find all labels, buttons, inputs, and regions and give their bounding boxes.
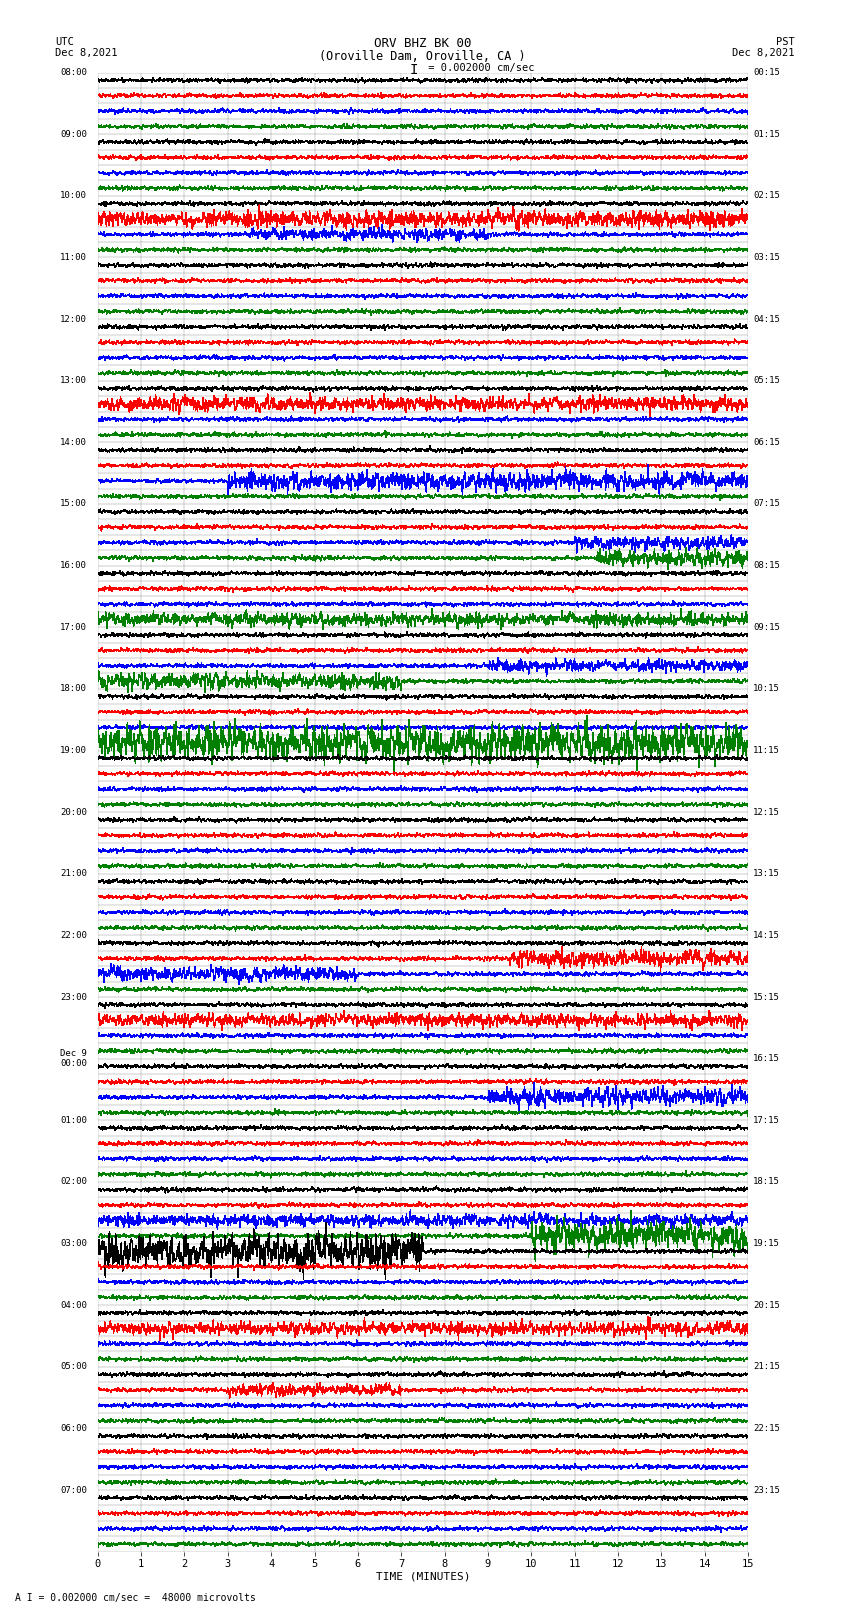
Text: Dec 8,2021: Dec 8,2021 [55, 48, 118, 58]
Text: 01:00: 01:00 [60, 1116, 87, 1124]
Text: 00:15: 00:15 [753, 68, 780, 77]
Text: 14:00: 14:00 [60, 437, 87, 447]
Text: 04:15: 04:15 [753, 315, 780, 324]
Text: 05:15: 05:15 [753, 376, 780, 386]
Text: 07:15: 07:15 [753, 500, 780, 508]
Text: 21:00: 21:00 [60, 869, 87, 877]
Text: (Oroville Dam, Oroville, CA ): (Oroville Dam, Oroville, CA ) [319, 50, 526, 63]
Text: 03:00: 03:00 [60, 1239, 87, 1248]
Text: 20:00: 20:00 [60, 808, 87, 816]
Text: Dec 9
00:00: Dec 9 00:00 [60, 1050, 87, 1068]
Text: 21:15: 21:15 [753, 1363, 780, 1371]
Text: A I = 0.002000 cm/sec =  48000 microvolts: A I = 0.002000 cm/sec = 48000 microvolts [15, 1594, 256, 1603]
Text: 22:00: 22:00 [60, 931, 87, 940]
Text: 06:00: 06:00 [60, 1424, 87, 1432]
Text: 09:15: 09:15 [753, 623, 780, 632]
Text: 08:15: 08:15 [753, 561, 780, 569]
Text: 18:00: 18:00 [60, 684, 87, 694]
Text: 05:00: 05:00 [60, 1363, 87, 1371]
Text: PST: PST [776, 37, 795, 47]
Text: 03:15: 03:15 [753, 253, 780, 261]
Text: 02:15: 02:15 [753, 192, 780, 200]
Text: 07:00: 07:00 [60, 1486, 87, 1495]
Text: ORV BHZ BK 00: ORV BHZ BK 00 [374, 37, 471, 50]
Text: 17:00: 17:00 [60, 623, 87, 632]
Text: 13:15: 13:15 [753, 869, 780, 877]
Text: 19:00: 19:00 [60, 747, 87, 755]
Text: 17:15: 17:15 [753, 1116, 780, 1124]
Text: 10:00: 10:00 [60, 192, 87, 200]
Text: 04:00: 04:00 [60, 1300, 87, 1310]
Text: 23:00: 23:00 [60, 992, 87, 1002]
Text: 06:15: 06:15 [753, 437, 780, 447]
Text: 16:15: 16:15 [753, 1055, 780, 1063]
Text: 08:00: 08:00 [60, 68, 87, 77]
Text: 12:00: 12:00 [60, 315, 87, 324]
Text: 20:15: 20:15 [753, 1300, 780, 1310]
Text: 09:00: 09:00 [60, 129, 87, 139]
Text: 18:15: 18:15 [753, 1177, 780, 1187]
Text: 19:15: 19:15 [753, 1239, 780, 1248]
Text: 15:00: 15:00 [60, 500, 87, 508]
X-axis label: TIME (MINUTES): TIME (MINUTES) [376, 1571, 470, 1581]
Text: = 0.002000 cm/sec: = 0.002000 cm/sec [422, 63, 535, 73]
Text: 02:00: 02:00 [60, 1177, 87, 1187]
Text: 23:15: 23:15 [753, 1486, 780, 1495]
Text: 01:15: 01:15 [753, 129, 780, 139]
Text: I: I [410, 63, 418, 77]
Text: 13:00: 13:00 [60, 376, 87, 386]
Text: Dec 8,2021: Dec 8,2021 [732, 48, 795, 58]
Text: 11:00: 11:00 [60, 253, 87, 261]
Text: 11:15: 11:15 [753, 747, 780, 755]
Text: UTC: UTC [55, 37, 74, 47]
Text: 14:15: 14:15 [753, 931, 780, 940]
Text: 16:00: 16:00 [60, 561, 87, 569]
Text: 12:15: 12:15 [753, 808, 780, 816]
Text: 10:15: 10:15 [753, 684, 780, 694]
Text: 22:15: 22:15 [753, 1424, 780, 1432]
Text: 15:15: 15:15 [753, 992, 780, 1002]
